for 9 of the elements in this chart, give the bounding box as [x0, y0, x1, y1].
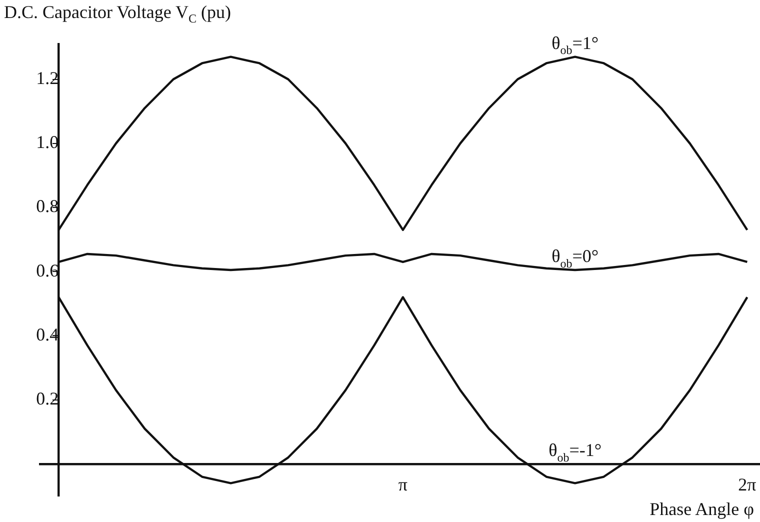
y-tick-label: 0.6	[36, 260, 59, 280]
y-tick-label: 1.2	[36, 68, 59, 88]
x-axis-title: Phase Angle φ	[650, 499, 754, 520]
y-tick-label: 0.2	[36, 388, 59, 409]
y-tick-label: 0.8	[36, 196, 59, 216]
x-tick-label: π	[398, 474, 408, 494]
y-tick-label: 0.4	[36, 324, 59, 344]
x-tick-label: 2π	[738, 474, 756, 494]
y-axis-title: D.C. Capacitor Voltage V$_{C}$ (pu)	[4, 2, 231, 27]
